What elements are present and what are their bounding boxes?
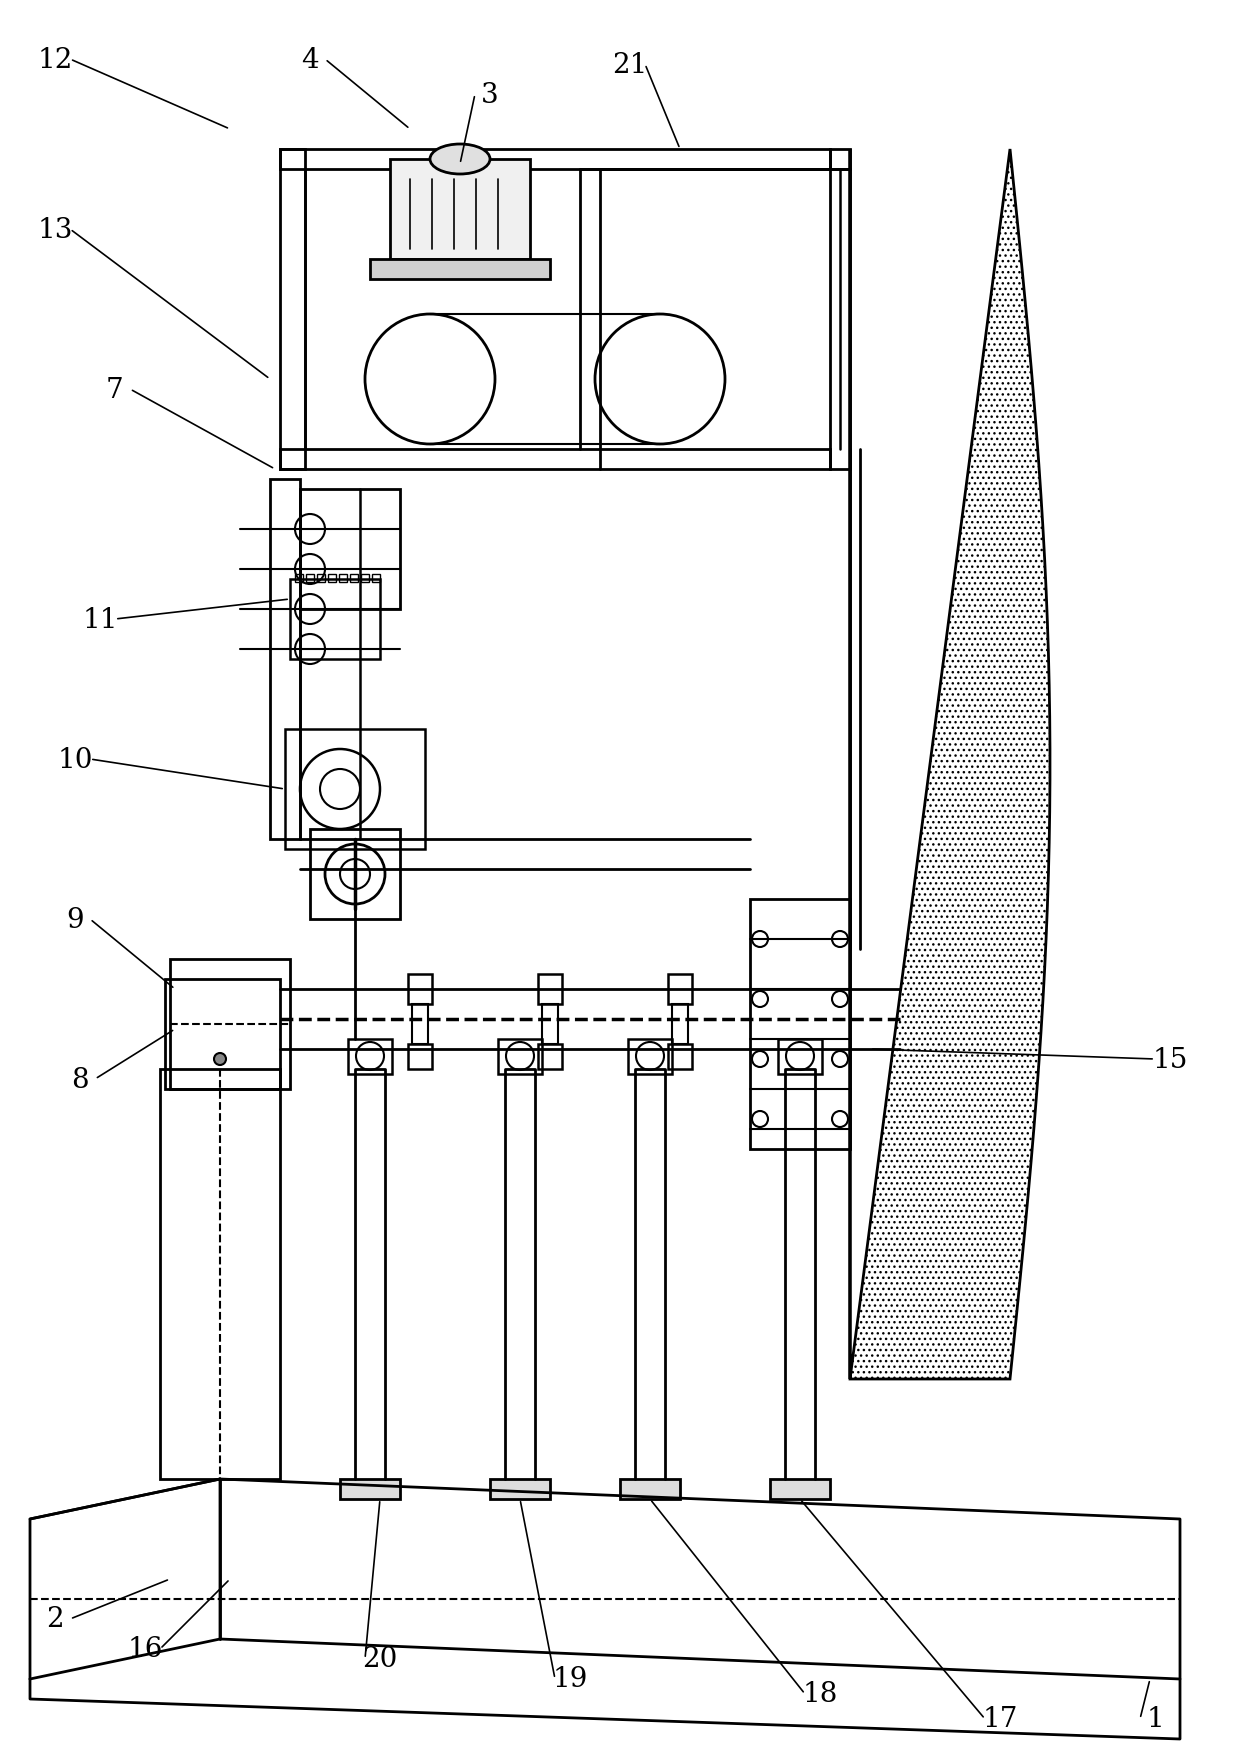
Text: 7: 7	[107, 376, 124, 404]
Bar	[542, 1004, 558, 1044]
Text: 17: 17	[982, 1706, 1018, 1732]
Bar	[317, 574, 325, 583]
Text: 4: 4	[301, 46, 319, 74]
Bar	[348, 1039, 392, 1074]
Bar	[668, 1044, 692, 1069]
Bar	[270, 479, 300, 839]
Text: 8: 8	[71, 1065, 89, 1093]
Text: 19: 19	[552, 1665, 588, 1692]
Text: 15: 15	[1152, 1046, 1188, 1072]
Bar	[310, 830, 401, 920]
Bar	[830, 149, 849, 470]
Bar	[498, 1039, 542, 1074]
Polygon shape	[849, 149, 1050, 1379]
Text: 9: 9	[66, 906, 84, 934]
Text: 3: 3	[481, 81, 498, 109]
Text: 10: 10	[57, 746, 93, 772]
Bar	[280, 149, 305, 470]
Bar	[627, 1039, 672, 1074]
Bar	[538, 1044, 562, 1069]
Bar	[370, 260, 551, 279]
Bar	[306, 574, 314, 583]
Bar	[770, 1479, 830, 1499]
Bar	[672, 1004, 688, 1044]
Bar	[340, 1479, 401, 1499]
Text: 12: 12	[37, 46, 73, 74]
Text: 1: 1	[1146, 1706, 1164, 1732]
Bar	[350, 574, 358, 583]
Text: 13: 13	[37, 216, 73, 244]
Circle shape	[215, 1053, 226, 1065]
Bar	[290, 579, 379, 660]
Bar	[361, 574, 370, 583]
Text: 2: 2	[46, 1606, 63, 1632]
Bar	[538, 974, 562, 1004]
Bar	[170, 960, 290, 1090]
Bar	[329, 574, 336, 583]
Bar	[490, 1479, 551, 1499]
Bar	[280, 149, 830, 170]
Bar	[777, 1039, 822, 1074]
Bar	[412, 1004, 428, 1044]
Bar	[391, 160, 529, 260]
Bar	[620, 1479, 680, 1499]
Bar	[372, 574, 379, 583]
Ellipse shape	[430, 146, 490, 176]
Bar	[750, 900, 849, 1150]
Bar	[295, 574, 303, 583]
Bar	[165, 979, 280, 1090]
Text: 18: 18	[802, 1681, 838, 1708]
Bar	[339, 574, 347, 583]
Text: 21: 21	[613, 51, 647, 79]
Text: 20: 20	[362, 1646, 398, 1673]
Text: 11: 11	[82, 605, 118, 634]
Bar	[285, 730, 425, 849]
Text: 16: 16	[128, 1636, 162, 1662]
Bar	[280, 449, 830, 470]
Bar	[408, 1044, 432, 1069]
Bar	[408, 974, 432, 1004]
Bar	[300, 490, 401, 609]
Bar	[160, 1069, 280, 1479]
Bar	[668, 974, 692, 1004]
